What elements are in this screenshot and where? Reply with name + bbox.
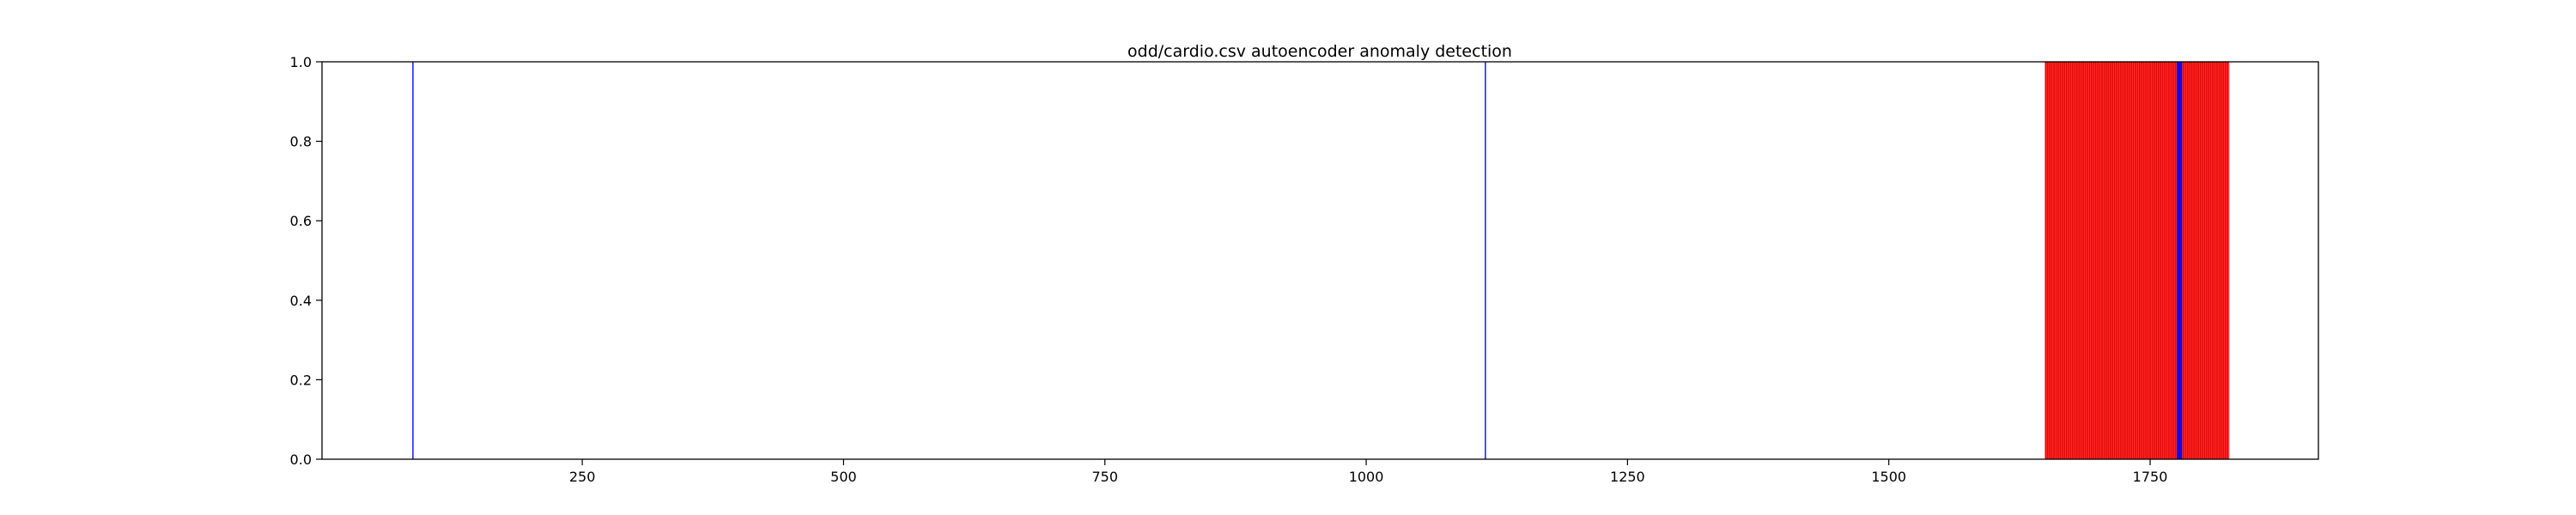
- x-tick-label: 500: [830, 469, 857, 485]
- x-tick-label: 750: [1091, 469, 1118, 485]
- plot-area-frame: [321, 61, 2319, 460]
- x-tick-label: 1750: [2133, 469, 2168, 485]
- y-tick-label: 0.6: [290, 213, 312, 229]
- y-tick-label: 0.8: [290, 134, 312, 150]
- x-tick-label: 250: [569, 469, 596, 485]
- y-axis: 0.0 0.2 0.4 0.6 0.8 1.0: [290, 54, 322, 468]
- y-tick-label: 0.4: [290, 293, 312, 309]
- x-tick-label: 1250: [1610, 469, 1645, 485]
- y-tick-label: 0.0: [290, 451, 312, 468]
- x-tick-label: 1000: [1349, 469, 1384, 485]
- blue-anomaly-lines: [412, 62, 2183, 459]
- x-tick-label: 1500: [1871, 469, 1906, 485]
- x-axis: 250 500 750 1000 1250 1500 1750: [569, 459, 2168, 485]
- y-tick-label: 1.0: [290, 54, 312, 70]
- chart-title: odd/cardio.csv autoencoder anomaly detec…: [1127, 42, 1512, 61]
- red-anomaly-bars: [2044, 62, 2230, 459]
- y-tick-label: 0.2: [290, 372, 312, 388]
